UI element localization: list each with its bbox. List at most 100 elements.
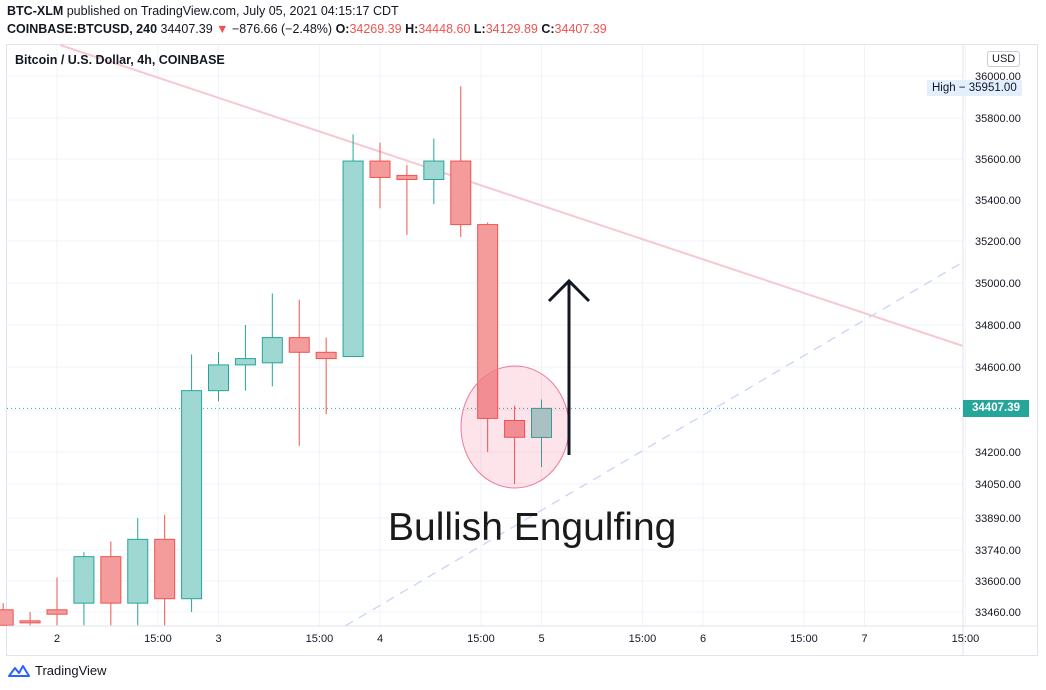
candle [181, 354, 203, 612]
chart-frame [6, 44, 1038, 656]
price-axis: 36000.0035800.0035600.0035400.0035200.00… [962, 45, 1021, 655]
time-tick-label: 2 [54, 633, 60, 645]
price-tick-label: 34800.00 [975, 320, 1021, 332]
time-tick-label: 15:00 [306, 633, 334, 645]
candle-body [261, 337, 283, 364]
low-value: 34129.89 [485, 22, 538, 36]
price-tick-label: 35400.00 [975, 195, 1021, 207]
trend-lines [7, 44, 964, 627]
candle-body [154, 538, 176, 600]
candle-body [396, 174, 418, 180]
up-arrow-head [547, 278, 591, 303]
time-tick-label: 5 [538, 633, 544, 645]
candle-body [127, 538, 149, 604]
highlight-circle [460, 365, 570, 489]
candle [450, 86, 472, 237]
candle [477, 222, 499, 452]
price-tick-label: 35600.00 [975, 154, 1021, 166]
price-tick-label: 33740.00 [975, 545, 1021, 557]
symbol-ohlc-line: COINBASE:BTCUSD, 240 34407.39 ▼ −876.66 … [7, 22, 607, 36]
candle-body [477, 224, 499, 419]
annotations [460, 278, 591, 489]
symbol-name: COINBASE:BTCUSD, 240 [7, 22, 158, 36]
resistance-trend-line [59, 44, 964, 347]
time-tick-label: 6 [700, 633, 706, 645]
support-trend-line [344, 261, 964, 627]
candle [127, 518, 149, 626]
candle-body [208, 364, 229, 392]
candle [19, 612, 41, 626]
candle [369, 142, 391, 209]
low-label: L: [473, 22, 486, 36]
candle-body [19, 620, 41, 624]
candle [208, 352, 229, 402]
candle [396, 165, 418, 235]
candle-body [234, 358, 256, 366]
candle-body [181, 390, 203, 600]
publish-info: BTC-XLM published on TradingView.com, Ju… [7, 4, 399, 18]
time-tick-label: 15:00 [629, 633, 657, 645]
price-tick-label: 33600.00 [975, 576, 1021, 588]
time-tick-label: 15:00 [144, 633, 172, 645]
price-tick-label: 33460.00 [975, 607, 1021, 619]
time-axis: 2 15:00 3 15:00 4 15:00 5 15:00 6 15:00 7 15:00 [7, 625, 1037, 645]
candle [531, 399, 552, 467]
candle [315, 337, 337, 415]
candle-body [315, 351, 337, 360]
candle-body [504, 420, 526, 438]
open-value: 34269.39 [349, 22, 402, 36]
time-tick-label: 15:00 [467, 633, 495, 645]
time-tick-label: 7 [861, 633, 867, 645]
candle [154, 514, 176, 626]
high-label: H: [405, 22, 419, 36]
price-tick-label: 34600.00 [975, 362, 1021, 374]
candle [73, 552, 95, 626]
publish-details: published on TradingView.com, July 05, 2… [63, 4, 399, 18]
candles [0, 86, 552, 626]
open-label: O: [335, 22, 350, 36]
candle-body [450, 160, 472, 226]
time-tick-label: 15:00 [952, 633, 980, 645]
price-tick-label: 33890.00 [975, 513, 1021, 525]
high-price-tag: High − 35951.00 [927, 80, 1022, 96]
candle [100, 541, 122, 626]
candle-body [531, 407, 552, 438]
pattern-annotation: Bullish Engulfing [388, 506, 677, 549]
price-tick-label: 35800.00 [975, 113, 1021, 125]
candle-body [73, 556, 95, 604]
candle [261, 293, 283, 387]
candle-body [288, 337, 310, 353]
change-text: −876.66 (−2.48%) [232, 22, 333, 36]
candle-body [369, 160, 391, 178]
price-tick-label: 35200.00 [975, 236, 1021, 248]
tradingview-logo-icon [8, 664, 30, 677]
change-arrow-icon: ▼ [216, 22, 229, 36]
candle [504, 405, 526, 484]
price-tick-label: 34200.00 [975, 447, 1021, 459]
candle-body [100, 556, 122, 604]
time-tick-label: 4 [377, 633, 383, 645]
tradingview-logo[interactable]: TradingView [8, 663, 107, 678]
tradingview-logo-text: TradingView [35, 663, 107, 678]
candle-body [0, 609, 14, 626]
time-tick-label: 3 [215, 633, 221, 645]
candle-body [342, 160, 364, 357]
close-label: C: [541, 22, 555, 36]
currency-button[interactable]: USD [987, 51, 1021, 67]
time-tick-label: 15:00 [790, 633, 818, 645]
chart-title: Bitcoin / U.S. Dollar, 4h, COINBASE [15, 53, 225, 67]
candle-body [46, 609, 68, 615]
candle [342, 134, 364, 357]
publisher-name[interactable]: BTC-XLM [7, 4, 64, 18]
candle [234, 325, 256, 391]
price-tick-label: 34050.00 [975, 479, 1021, 491]
up-arrow-icon [547, 278, 591, 455]
high-value: 34448.60 [418, 22, 471, 36]
close-value: 34407.39 [554, 22, 607, 36]
last-price-text: 34407.39 [160, 22, 213, 36]
candle [423, 138, 445, 205]
candle [288, 299, 310, 446]
price-tick-label: 35000.00 [975, 278, 1021, 290]
last-price-tag: 34407.39 [963, 400, 1029, 417]
